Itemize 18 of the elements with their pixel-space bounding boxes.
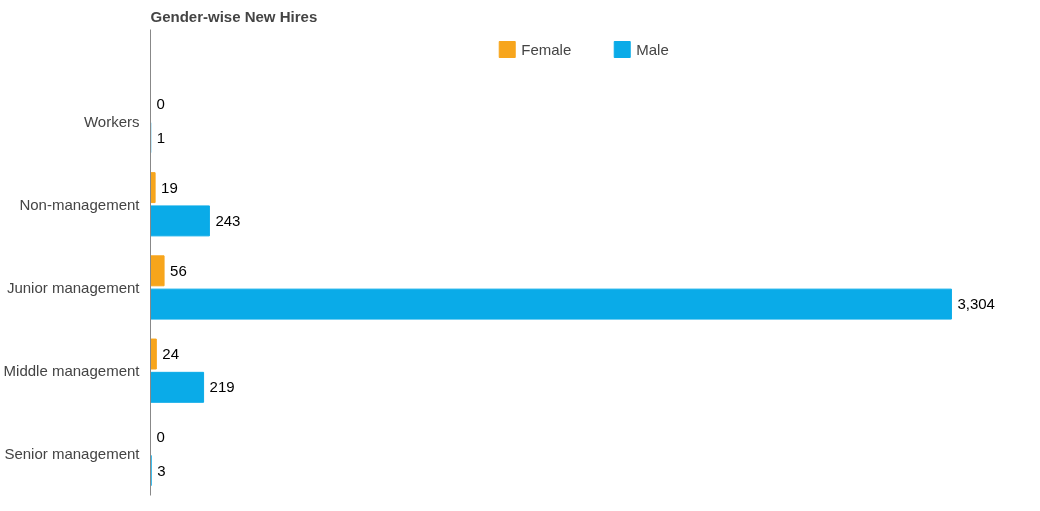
data-label: 1 bbox=[156, 128, 166, 146]
data-label: 243 bbox=[215, 211, 241, 229]
legend-label: Female bbox=[521, 40, 572, 58]
y-tick-label: Workers bbox=[83, 112, 140, 130]
y-tick-label: Senior management bbox=[4, 445, 141, 463]
y-tick-label: Junior management bbox=[6, 278, 141, 296]
data-label: 3 bbox=[157, 461, 166, 479]
legend-label: Male bbox=[636, 40, 669, 58]
data-label: 0 bbox=[156, 428, 165, 446]
y-tick-label: Non-management bbox=[19, 195, 141, 213]
chart-title: Gender-wise New Hires bbox=[150, 7, 318, 25]
data-label: 56 bbox=[170, 261, 187, 279]
data-label: 24 bbox=[162, 345, 180, 363]
data-label: 219 bbox=[209, 378, 235, 396]
y-tick-label: Middle management bbox=[3, 362, 141, 380]
data-label: 19 bbox=[161, 178, 178, 196]
data-label: 0 bbox=[156, 95, 165, 113]
data-label: 3,304 bbox=[957, 295, 995, 313]
